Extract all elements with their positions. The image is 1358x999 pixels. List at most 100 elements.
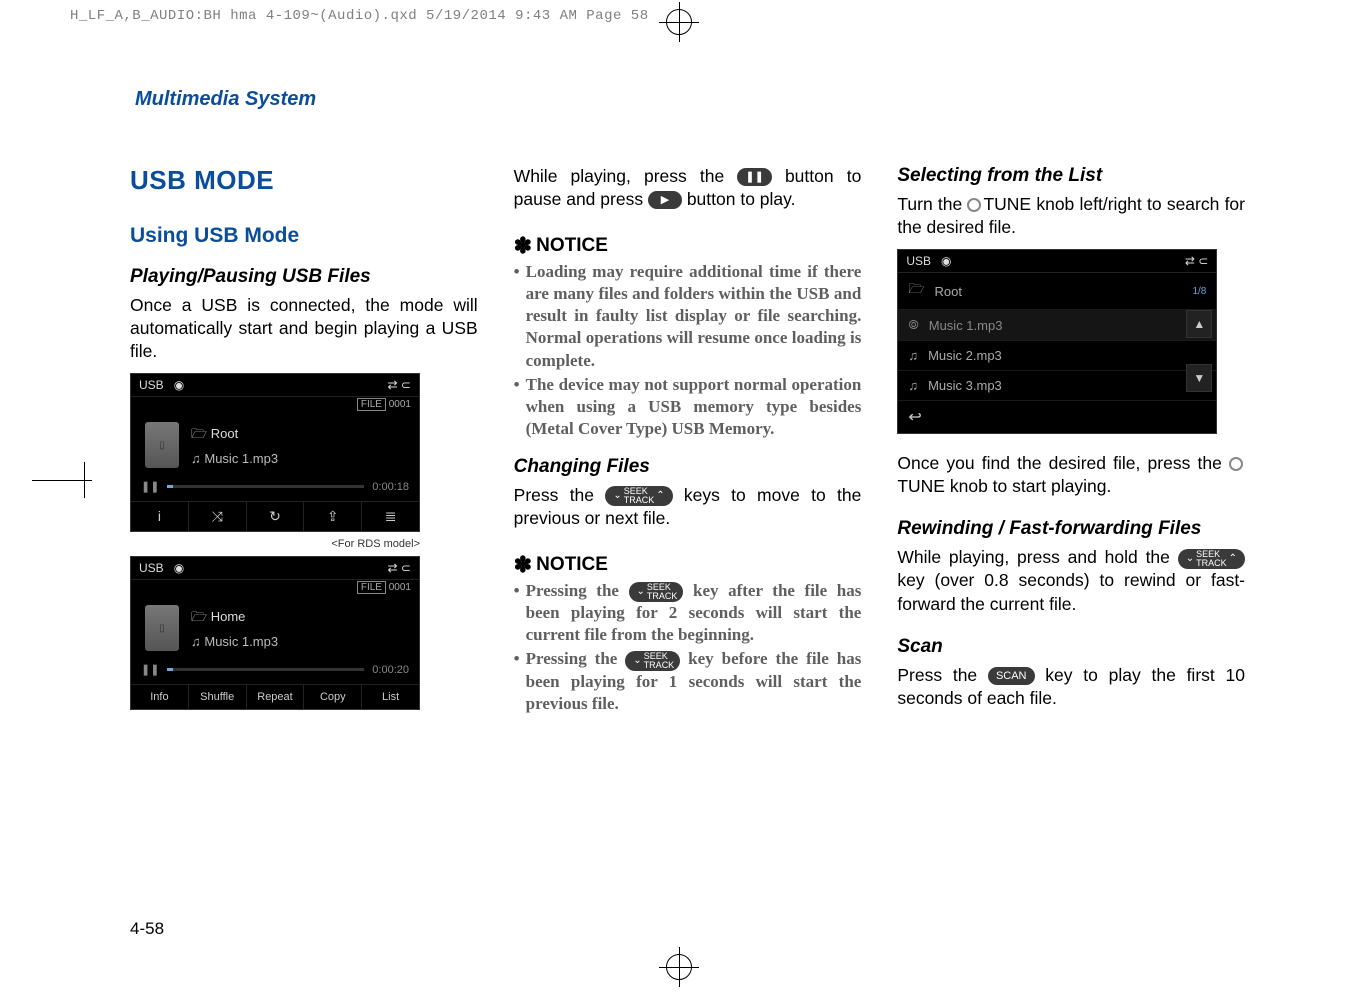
once-found-body: Once you find the desired file, press th… <box>897 452 1245 498</box>
usb-screenshot-standard: USB ◉ ⇄ ⊂ FILE 0001 ▯ 🗁 Home ♫ Music 1.m… <box>130 556 420 710</box>
notice-heading: ✽NOTICE <box>514 550 862 576</box>
rewind-heading: Rewinding / Fast-forwarding Files <box>897 518 1245 540</box>
note-icon: ♫ <box>191 451 204 466</box>
progress-bar <box>167 485 364 488</box>
page-columns: USB MODE Using USB Mode Playing/Pausing … <box>130 165 1245 720</box>
folder-icon: 🗁 <box>908 280 924 302</box>
registration-mark-bottom <box>659 947 699 987</box>
usb-device-icon: ▯ <box>145 422 179 468</box>
back-icon: ↩ <box>898 401 1216 433</box>
registration-mark-top <box>659 2 699 42</box>
text-fragment: Press the <box>897 665 988 685</box>
shot3-title: USB <box>906 254 931 268</box>
file-tag-num: 0001 <box>389 582 411 593</box>
text-fragment: knob to start playing. <box>950 476 1111 496</box>
notice-heading: ✽NOTICE <box>514 231 862 257</box>
chevron-up-icon: ⌃ <box>654 491 666 501</box>
disc-icon: ◉ <box>174 561 184 575</box>
chevron-down-icon: ⌄ <box>631 656 643 666</box>
disc-icon: ◉ <box>174 378 184 392</box>
note-icon: ♫ <box>908 348 918 363</box>
usb-screenshot-rds: USB ◉ ⇄ ⊂ FILE 0001 ▯ 🗁 Root ♫ Music 1.m… <box>130 373 420 532</box>
shot3-count: 1/8 <box>1192 286 1206 297</box>
shot2-title: USB <box>139 561 164 575</box>
text-fragment: Turn the <box>897 194 967 214</box>
shot1-track: Music 1.mp3 <box>204 451 278 466</box>
column-3: Selecting from the List Turn the TUNE kn… <box>897 165 1245 720</box>
play-key-pill: ▶ <box>648 191 682 209</box>
shot1-title: USB <box>139 378 164 392</box>
notice-body: •Loading may require additional time if … <box>514 261 862 442</box>
notice1-item2: The device may not support normal operat… <box>526 374 862 440</box>
text-fragment: button to play. <box>687 189 796 209</box>
changing-files-heading: Changing Files <box>514 456 862 478</box>
play-pause-heading: Playing/Pausing USB Files <box>130 266 478 288</box>
scan-body: Press the SCAN key to play the first 10 … <box>897 664 1245 710</box>
shot2-folder: Home <box>211 609 246 624</box>
notice1-item1: Loading may require additional time if t… <box>526 261 862 371</box>
side-centering-mark <box>32 480 92 481</box>
text-fragment: Press the <box>514 485 606 505</box>
asterisk-icon: ✽ <box>514 552 532 577</box>
signal-icon: ⇄ ⊂ <box>1185 254 1208 268</box>
folder-icon: 🗁 <box>191 609 211 624</box>
shot2-track: Music 1.mp3 <box>204 634 278 649</box>
selecting-list-body: Turn the TUNE knob left/right to search … <box>897 193 1245 239</box>
shuffle-icon: ⤨ <box>189 502 247 531</box>
scan-heading: Scan <box>897 636 1245 658</box>
file-tag-label: FILE <box>357 398 386 411</box>
seek-track-key-pill: ⌄ SEEKTRACK ⌃ <box>1178 549 1245 569</box>
chevron-down-icon: ⌄ <box>611 491 623 501</box>
section-heading: Multimedia System <box>135 88 316 111</box>
shot2-time: 0:00:20 <box>372 664 409 676</box>
signal-icon: ⇄ ⊂ <box>388 378 411 392</box>
repeat-icon: ↻ <box>247 502 305 531</box>
shuffle-button-label: Shuffle <box>189 685 247 709</box>
track-label: TRACK <box>624 496 655 505</box>
text-fragment: Pressing the <box>526 649 626 668</box>
pause-icon: ❚❚ <box>141 480 159 493</box>
play-pause-body: Once a USB is connected, the mode will a… <box>130 294 478 363</box>
shot3-root: Root <box>934 284 961 299</box>
bullet-dot: • <box>514 648 520 714</box>
repeat-button-label: Repeat <box>247 685 305 709</box>
mode-title: USB MODE <box>130 165 478 196</box>
while-playing-text: While playing, press the ❚❚ button to pa… <box>514 165 862 211</box>
signal-icon: ⇄ ⊂ <box>388 561 411 575</box>
copy-button-label: Copy <box>304 685 362 709</box>
shot3-row2: Music 2.mp3 <box>928 348 1002 363</box>
seek-track-key-pill: ⌄ SEEKTRACK <box>629 582 684 602</box>
tune-label: TUNE <box>983 194 1031 214</box>
tune-knob-icon <box>967 198 981 212</box>
progress-bar <box>167 668 364 671</box>
notice-label: NOTICE <box>536 554 608 575</box>
source-filepath: H_LF_A,B_AUDIO:BH hma 4-109~(Audio).qxd … <box>70 8 649 24</box>
track-label: TRACK <box>1196 559 1227 568</box>
text-fragment: While playing, press the <box>514 166 738 186</box>
disc-icon: ◉ <box>941 254 951 268</box>
changing-files-body: Press the ⌄ SEEKTRACK ⌃ keys to move to … <box>514 484 862 530</box>
tune-knob-icon <box>1229 457 1243 471</box>
notice2-item2: Pressing the ⌄ SEEKTRACK key before the … <box>526 648 862 714</box>
track-label: TRACK <box>644 661 675 670</box>
note-icon: ♫ <box>908 378 918 393</box>
chevron-down-icon: ⌄ <box>1184 554 1196 564</box>
shot1-folder: Root <box>211 426 238 441</box>
chevron-up-icon: ⌃ <box>1227 554 1239 564</box>
notice-label: NOTICE <box>536 235 608 256</box>
file-tag-num: 0001 <box>389 399 411 410</box>
list-button-label: List <box>362 685 419 709</box>
pause-key-pill: ❚❚ <box>737 168 771 186</box>
rds-caption: <For RDS model> <box>130 538 420 550</box>
scan-key-pill: SCAN <box>988 667 1035 685</box>
note-icon: ♫ <box>191 634 204 649</box>
bullet-dot: • <box>514 261 520 371</box>
text-fragment: key (over 0.8 seconds) to rewind or fast… <box>897 570 1245 613</box>
tune-label: TUNE <box>897 476 945 496</box>
text-fragment: Pressing the <box>526 581 629 600</box>
scroll-down-icon: ▼ <box>1186 364 1212 392</box>
info-button-label: Info <box>131 685 189 709</box>
seek-track-key-pill: ⌄ SEEKTRACK ⌃ <box>605 486 672 506</box>
notice-body: • Pressing the ⌄ SEEKTRACK key after the… <box>514 580 862 717</box>
list-icon: ≣ <box>362 502 419 531</box>
